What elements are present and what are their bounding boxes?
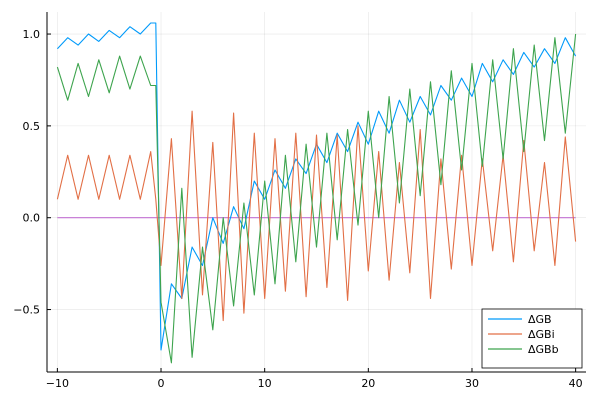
y-tick-label: 1.0 [23, 28, 41, 41]
y-tick-label: −0.5 [13, 304, 40, 317]
series-line [56, 110, 577, 322]
x-tick-label: −10 [46, 377, 69, 390]
axes: −10 0 10 20 30 40 −0.5 0.0 0.5 1.0 [13, 12, 586, 390]
legend-label: ΔGB [528, 313, 552, 326]
legend-label: ΔGBi [528, 328, 555, 341]
x-tick-label: 10 [258, 377, 272, 390]
series-line [56, 22, 577, 351]
grid [47, 12, 586, 372]
legend-label: ΔGBb [528, 343, 559, 356]
legend-box [481, 308, 583, 369]
y-tick-label: 0.0 [23, 212, 41, 225]
x-tick-label: 20 [361, 377, 375, 390]
series-line [56, 33, 577, 364]
y-tick-label: 0.5 [23, 120, 41, 133]
x-tick-label: 0 [158, 377, 165, 390]
x-tick-label: 40 [569, 377, 583, 390]
x-tick-label: 30 [465, 377, 479, 390]
legend: ΔGB ΔGBi ΔGBb [481, 308, 583, 369]
series-layer [56, 22, 577, 364]
